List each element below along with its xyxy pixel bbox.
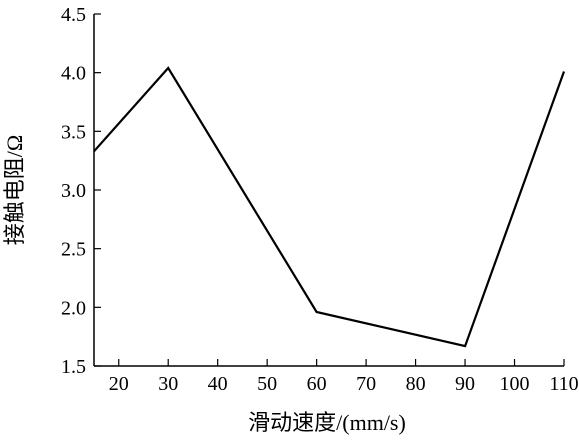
x-tick-label: 40 (208, 373, 228, 395)
x-axis-ticks: 20 30 40 50 60 70 80 90 100 110 (109, 359, 579, 395)
y-axis-ticks: 1.5 2.0 2.5 3.0 3.5 4.0 4.5 (61, 4, 101, 378)
y-tick-label: 2.0 (61, 297, 86, 319)
series-line (93, 66, 566, 348)
x-axis-title: 滑动速度/(mm/s) (248, 410, 406, 435)
x-tick-label: 50 (257, 373, 277, 395)
x-tick-label: 100 (500, 373, 530, 395)
x-tick-label: 30 (158, 373, 178, 395)
x-tick-label: 80 (406, 373, 426, 395)
axes (93, 14, 564, 367)
series-layer (93, 66, 566, 348)
y-tick-label: 4.0 (61, 63, 86, 85)
y-tick-label: 3.0 (61, 180, 86, 202)
x-tick-label: 20 (109, 373, 129, 395)
x-tick-label: 60 (307, 373, 327, 395)
y-axis-title: 接触电阻/Ω (2, 135, 27, 245)
y-tick-label: 1.5 (61, 356, 86, 378)
y-tick-label: 2.5 (61, 239, 86, 261)
y-tick-label: 4.5 (61, 4, 86, 26)
x-tick-label: 70 (356, 373, 376, 395)
y-tick-label: 3.5 (61, 121, 86, 143)
x-tick-label: 90 (455, 373, 475, 395)
x-tick-label: 110 (549, 373, 578, 395)
